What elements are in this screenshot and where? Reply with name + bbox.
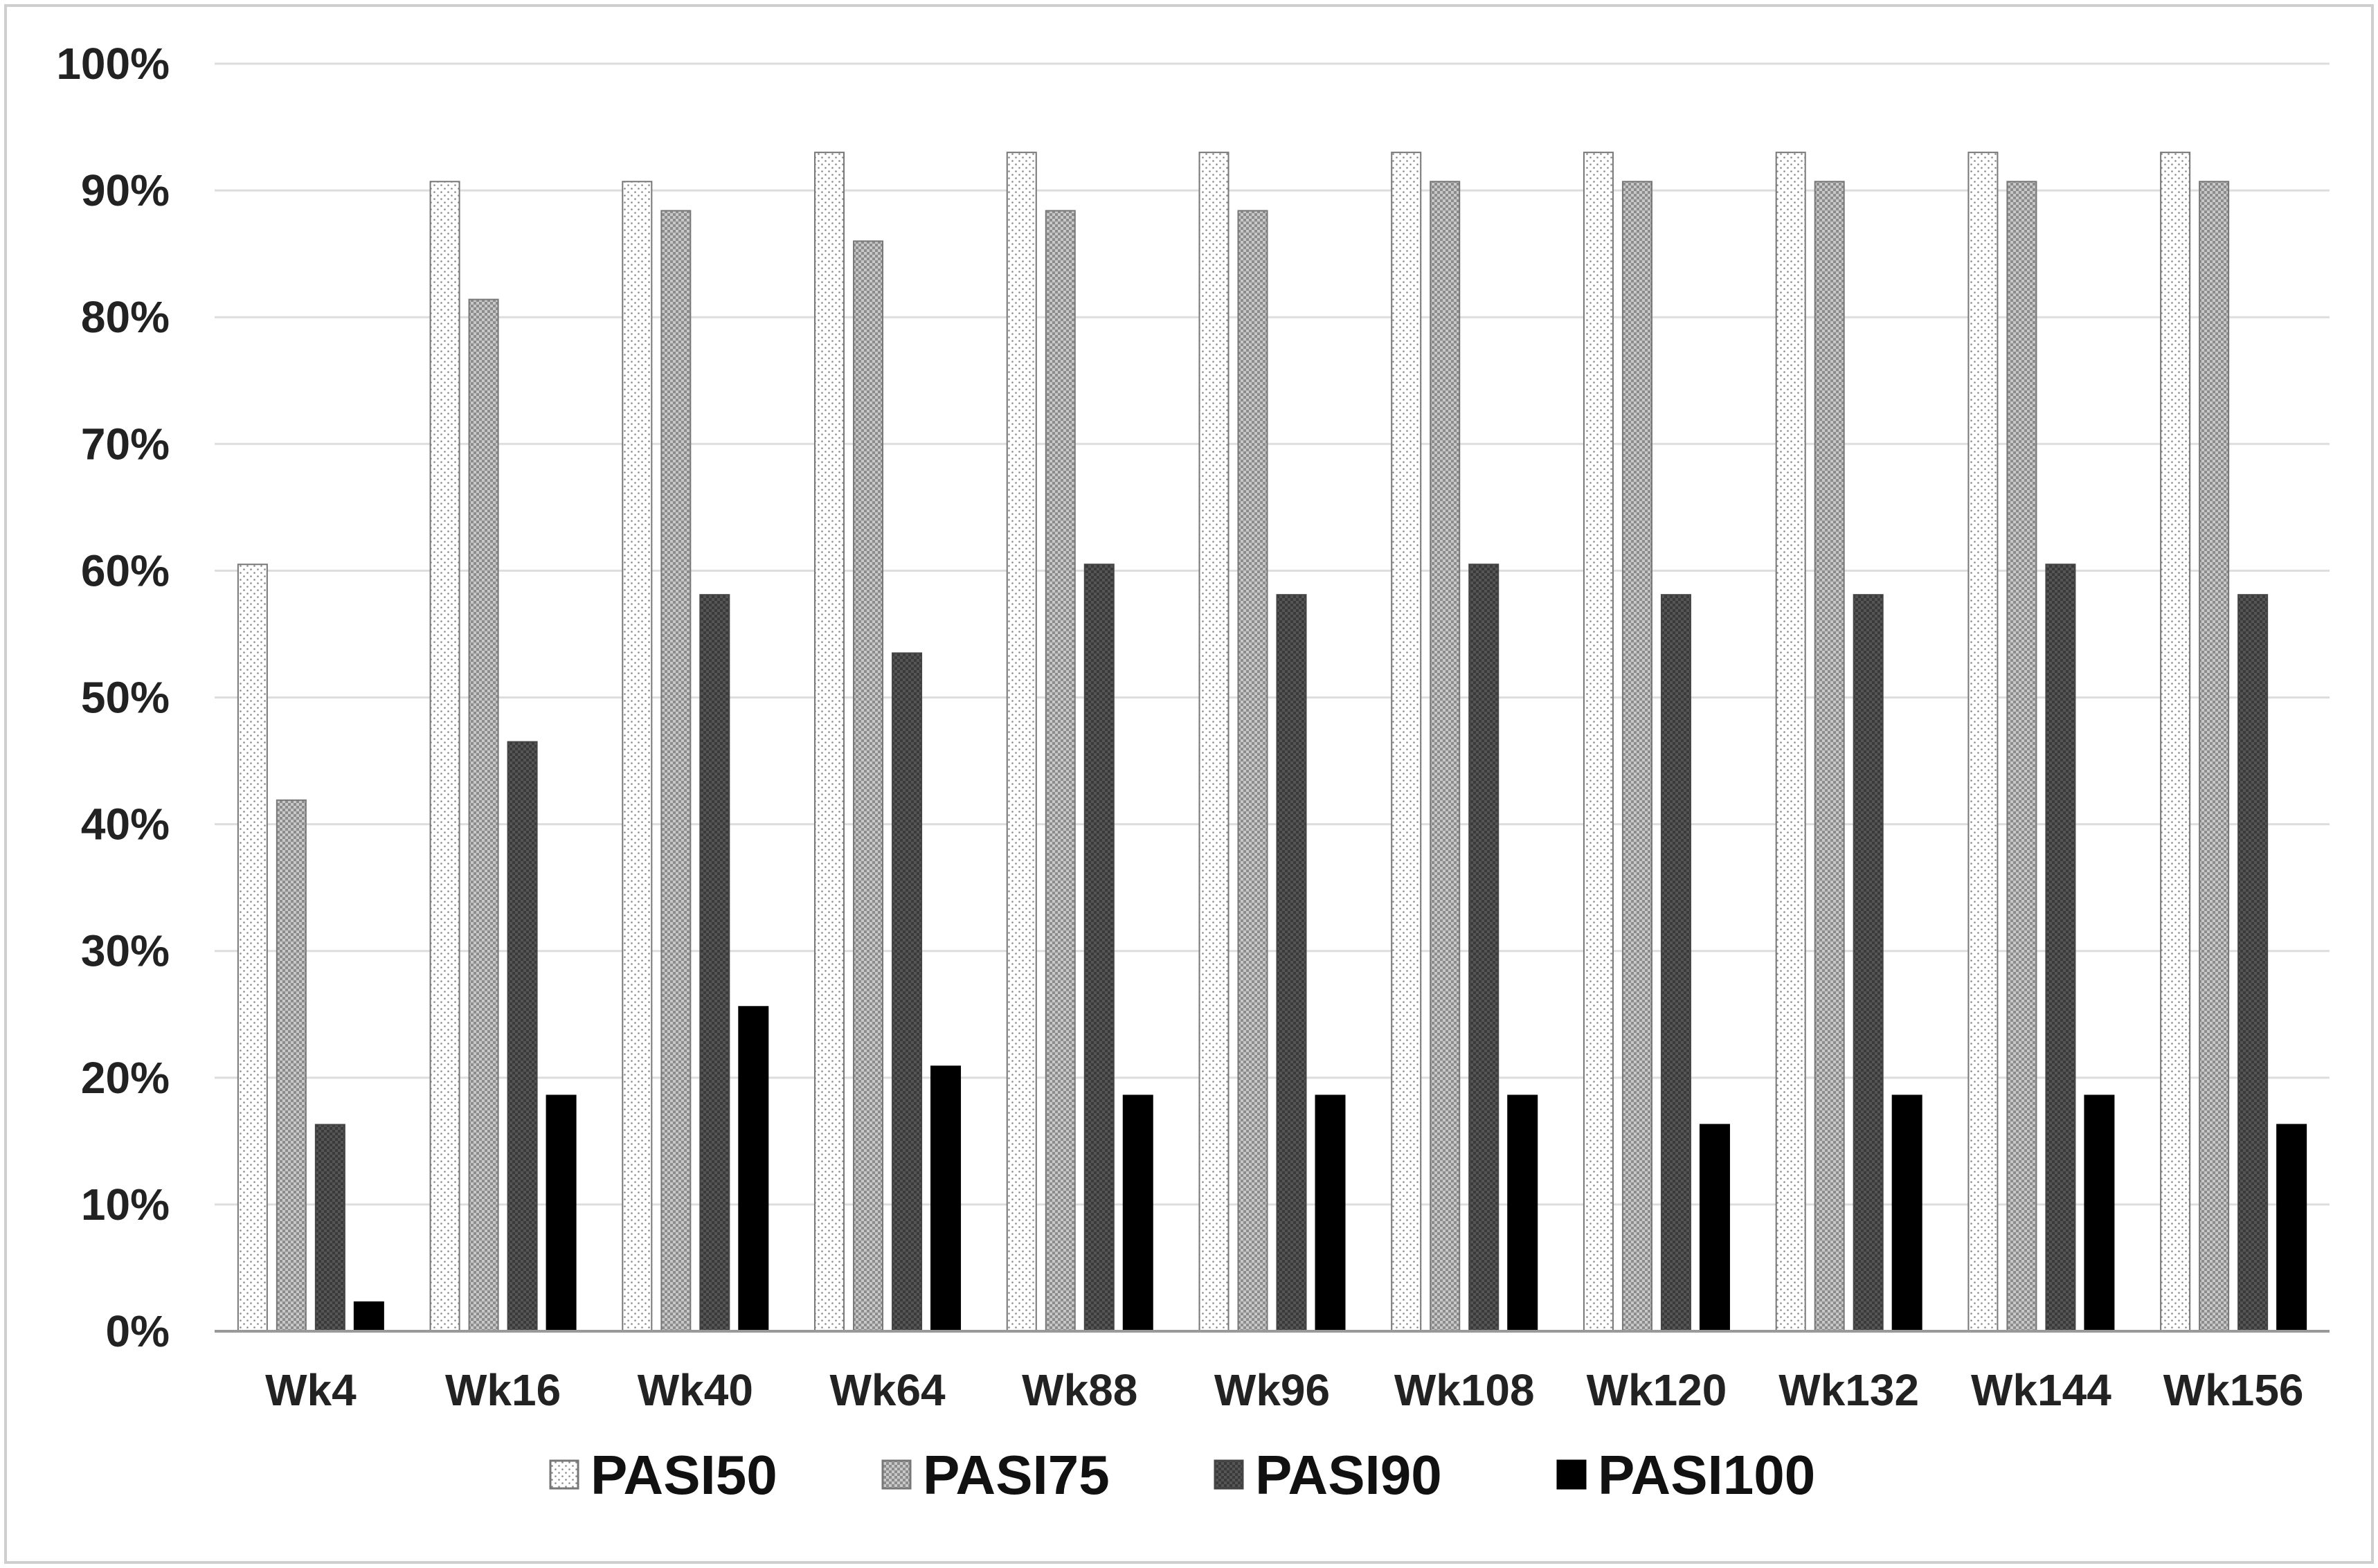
y-tick-label: 40% bbox=[81, 800, 170, 849]
bar-pasi75-wk16 bbox=[468, 298, 499, 1332]
bar-pasi75-wk132 bbox=[1814, 181, 1845, 1333]
y-axis-ticks: 0% 10% 20% 30% 40% 50% 60% 70% 80% 90% 100% bbox=[56, 39, 170, 1356]
y-tick-label: 90% bbox=[81, 165, 170, 215]
bar-pasi100-wk4 bbox=[353, 1301, 384, 1332]
legend: PASI50 PASI75 PASI90 PASI100 bbox=[549, 1444, 1815, 1506]
bar-pasi50-wk64 bbox=[814, 152, 845, 1332]
y-tick-label: 70% bbox=[81, 419, 170, 469]
y-tick-label: 30% bbox=[81, 926, 170, 976]
x-category-label: Wk144 bbox=[1971, 1365, 2111, 1415]
bar-pasi75-wk88 bbox=[1045, 210, 1076, 1332]
legend-swatch-pasi100 bbox=[1556, 1459, 1587, 1490]
legend-swatch-pasi75 bbox=[881, 1459, 912, 1490]
y-tick-label: 50% bbox=[81, 673, 170, 723]
bar-pasi50-wk120 bbox=[1583, 152, 1614, 1332]
y-tick-label: 10% bbox=[81, 1180, 170, 1229]
legend-label-pasi100: PASI100 bbox=[1598, 1444, 1815, 1506]
y-tick-label: 60% bbox=[81, 546, 170, 595]
legend-swatch-pasi50 bbox=[549, 1459, 579, 1490]
x-category-label: Wk156 bbox=[2163, 1365, 2304, 1415]
bar-pasi50-wk156 bbox=[2160, 152, 2191, 1332]
bar-pasi100-wk156 bbox=[2276, 1124, 2307, 1332]
bar-pasi90-wk156 bbox=[2237, 594, 2269, 1333]
bar-pasi90-wk4 bbox=[314, 1124, 345, 1332]
bar-pasi75-wk4 bbox=[276, 799, 307, 1333]
x-category-label: Wk96 bbox=[1214, 1365, 1330, 1415]
bar-pasi90-wk64 bbox=[892, 652, 923, 1332]
bar-pasi90-wk108 bbox=[1468, 564, 1499, 1332]
x-category-label: Wk4 bbox=[265, 1365, 357, 1415]
x-category-label: Wk40 bbox=[638, 1365, 753, 1415]
bar-pasi75-wk120 bbox=[1621, 181, 1652, 1333]
bar-pasi90-wk40 bbox=[699, 594, 730, 1333]
y-tick-label: 80% bbox=[81, 292, 170, 342]
legend-label-pasi75: PASI75 bbox=[923, 1444, 1110, 1506]
bar-pasi100-wk16 bbox=[546, 1094, 577, 1332]
bar-pasi90-wk16 bbox=[507, 741, 538, 1332]
bar-pasi50-wk88 bbox=[1006, 152, 1037, 1332]
x-category-label: Wk16 bbox=[445, 1365, 561, 1415]
bar-pasi75-wk40 bbox=[660, 210, 692, 1332]
bar-pasi100-wk96 bbox=[1315, 1094, 1346, 1332]
bar-pasi90-wk120 bbox=[1660, 594, 1691, 1333]
x-axis-categories: Wk4 Wk16 Wk40 Wk64 Wk88 Wk96 Wk108 Wk120 Wk132 Wk… bbox=[265, 1365, 2303, 1415]
bar-pasi50-wk132 bbox=[1775, 152, 1806, 1332]
bar-pasi100-wk64 bbox=[930, 1065, 962, 1333]
bar-pasi50-wk4 bbox=[237, 564, 268, 1332]
bar-pasi90-wk132 bbox=[1853, 594, 1884, 1333]
bar-pasi100-wk144 bbox=[2084, 1094, 2115, 1332]
bar-pasi75-wk144 bbox=[2006, 181, 2037, 1333]
y-tick-label: 100% bbox=[56, 39, 170, 89]
bar-pasi50-wk108 bbox=[1391, 152, 1422, 1332]
bar-pasi50-wk144 bbox=[1967, 152, 1999, 1332]
y-tick-label: 20% bbox=[81, 1053, 170, 1103]
bar-pasi100-wk120 bbox=[1699, 1124, 1730, 1332]
legend-swatch-pasi90 bbox=[1214, 1459, 1244, 1490]
bar-pasi50-wk16 bbox=[429, 181, 460, 1333]
bar-pasi75-wk64 bbox=[853, 240, 884, 1333]
bar-pasi90-wk88 bbox=[1083, 564, 1115, 1332]
bar-pasi75-wk156 bbox=[2199, 181, 2230, 1333]
legend-label-pasi90: PASI90 bbox=[1255, 1444, 1442, 1506]
bar-pasi75-wk108 bbox=[1430, 181, 1461, 1333]
x-category-label: Wk120 bbox=[1587, 1365, 1727, 1415]
bar-pasi90-wk144 bbox=[2045, 564, 2076, 1332]
bar-pasi100-wk40 bbox=[738, 1006, 769, 1333]
x-category-label: Wk64 bbox=[829, 1365, 946, 1415]
y-tick-label: 0% bbox=[106, 1306, 170, 1356]
x-category-label: Wk88 bbox=[1022, 1365, 1137, 1415]
bar-pasi100-wk88 bbox=[1122, 1094, 1153, 1332]
bar-pasi50-wk40 bbox=[622, 181, 653, 1333]
bar-pasi50-wk96 bbox=[1198, 152, 1229, 1332]
x-category-label: Wk108 bbox=[1394, 1365, 1535, 1415]
legend-label-pasi50: PASI50 bbox=[591, 1444, 777, 1506]
bar-pasi100-wk108 bbox=[1507, 1094, 1538, 1332]
bar-pasi75-wk96 bbox=[1237, 210, 1268, 1332]
x-category-label: Wk132 bbox=[1778, 1365, 1919, 1415]
bar-pasi90-wk96 bbox=[1276, 594, 1307, 1333]
bar-pasi100-wk132 bbox=[1891, 1094, 1922, 1332]
bars bbox=[237, 152, 2307, 1333]
